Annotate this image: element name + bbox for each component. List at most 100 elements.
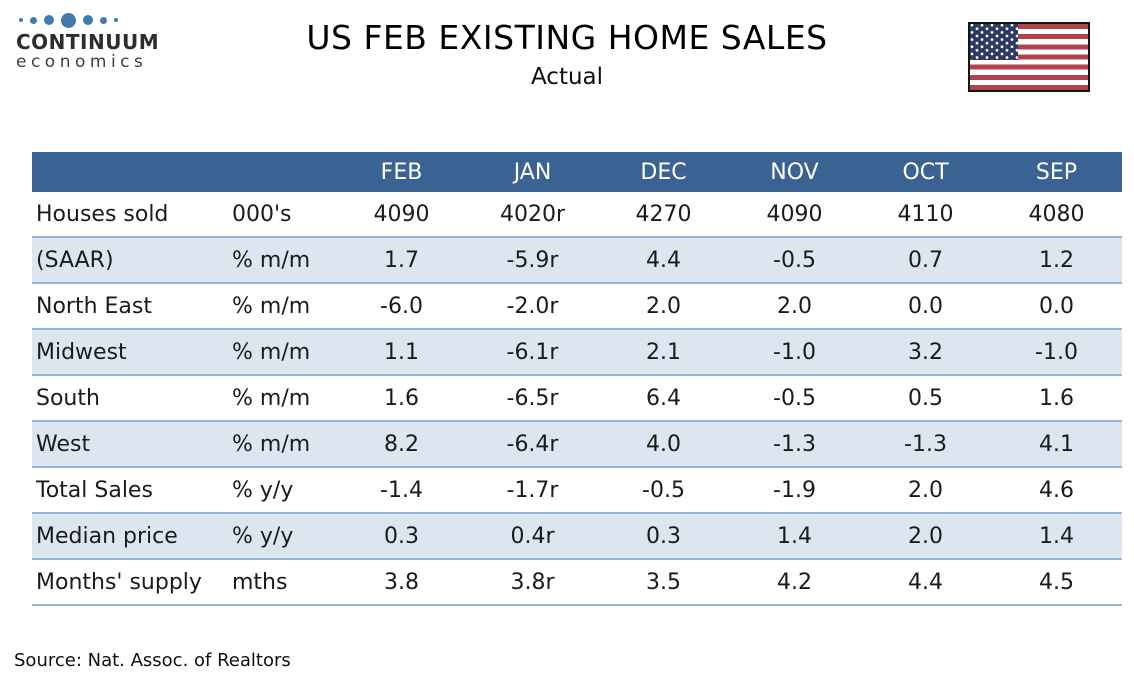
row-unit: 000's [232, 192, 336, 238]
row-label: (SAAR) [32, 237, 232, 284]
cell-value: 2.0 [598, 283, 729, 330]
cell-value: 3.2 [860, 329, 991, 376]
row-label: Houses sold [32, 192, 232, 238]
page-title: US FEB EXISTING HOME SALES [306, 18, 828, 57]
cell-value: -1.9 [729, 467, 860, 514]
cell-value: 4.6 [991, 467, 1122, 514]
cell-value: 0.3 [336, 513, 467, 560]
cell-value: -1.4 [336, 467, 467, 514]
cell-value: 1.7 [336, 237, 467, 284]
cell-value: 1.4 [991, 513, 1122, 560]
cell-value: -5.9r [467, 237, 598, 284]
cell-value: 4.4 [598, 237, 729, 284]
logo-dot [61, 12, 76, 28]
page-subtitle: Actual [530, 64, 604, 90]
cell-value: 2.1 [598, 329, 729, 376]
logo-dot [30, 16, 37, 24]
row-unit: mths [232, 559, 336, 606]
cell-value: 4.5 [991, 559, 1122, 606]
row-label: North East [32, 283, 232, 330]
cell-value: 6.4 [598, 375, 729, 422]
row-unit: % m/m [232, 375, 336, 422]
cell-value: -1.7r [467, 467, 598, 514]
cell-value: 4.0 [598, 421, 729, 468]
table-row: Total Sales % y/y -1.4 -1.7r -0.5 -1.9 2… [32, 467, 1122, 514]
cell-value: -6.1r [467, 329, 598, 376]
column-header-oct: OCT [860, 152, 991, 192]
cell-value: 2.0 [729, 283, 860, 330]
cell-value: -1.0 [729, 329, 860, 376]
cell-value: 3.8 [336, 559, 467, 606]
table-header-row: FEB JAN DEC NOV OCT SEP [32, 152, 1122, 192]
source-note: Source: Nat. Assoc. of Realtors [14, 650, 291, 671]
cell-value: 8.2 [336, 421, 467, 468]
cell-value: 0.0 [860, 283, 991, 330]
cell-value: 4.1 [991, 421, 1122, 468]
row-label: Midwest [32, 329, 232, 376]
table-row: (SAAR) % m/m 1.7 -5.9r 4.4 -0.5 0.7 1.2 [32, 237, 1122, 284]
home-sales-table: FEB JAN DEC NOV OCT SEP Houses sold 000'… [32, 152, 1122, 606]
cell-value: 4.4 [860, 559, 991, 606]
table-row: South % m/m 1.6 -6.5r 6.4 -0.5 0.5 1.6 [32, 375, 1122, 422]
column-header-feb: FEB [336, 152, 467, 192]
cell-value: 4080 [991, 192, 1122, 238]
table-row: Houses sold 000's 4090 4020r 4270 4090 4… [32, 192, 1122, 238]
continuum-economics-logo: CONTINUUM economics [16, 12, 159, 73]
cell-value: 1.4 [729, 513, 860, 560]
cell-value: -6.5r [467, 375, 598, 422]
cell-value: 4110 [860, 192, 991, 238]
cell-value: -1.3 [860, 421, 991, 468]
cell-value: 4.2 [729, 559, 860, 606]
cell-value: -0.5 [729, 237, 860, 284]
table-row: Midwest % m/m 1.1 -6.1r 2.1 -1.0 3.2 -1.… [32, 329, 1122, 376]
cell-value: 0.4r [467, 513, 598, 560]
cell-value: 2.0 [860, 513, 991, 560]
cell-value: 2.0 [860, 467, 991, 514]
cell-value: 0.7 [860, 237, 991, 284]
title-block: US FEB EXISTING HOME SALES Actual [140, 18, 994, 90]
column-header-sep: SEP [991, 152, 1122, 192]
column-header-nov: NOV [729, 152, 860, 192]
header-spacer [32, 152, 232, 192]
cell-value: 1.1 [336, 329, 467, 376]
cell-value: 1.6 [991, 375, 1122, 422]
cell-value: 3.5 [598, 559, 729, 606]
logo-tagline: economics [16, 52, 148, 72]
cell-value: -0.5 [598, 467, 729, 514]
cell-value: 1.2 [991, 237, 1122, 284]
logo-dot [100, 16, 107, 24]
cell-value: 4090 [336, 192, 467, 238]
row-label: Total Sales [32, 467, 232, 514]
table-row: Months' supply mths 3.8 3.8r 3.5 4.2 4.4… [32, 559, 1122, 606]
cell-value: 0.5 [860, 375, 991, 422]
row-label: Months' supply [32, 559, 232, 606]
logo-dot [114, 18, 118, 22]
row-label: Median price [32, 513, 232, 560]
cell-value: -0.5 [729, 375, 860, 422]
us-flag-icon [968, 22, 1090, 92]
row-unit: % y/y [232, 513, 336, 560]
row-unit: % m/m [232, 329, 336, 376]
cell-value: -1.3 [729, 421, 860, 468]
column-header-jan: JAN [467, 152, 598, 192]
cell-value: 3.8r [467, 559, 598, 606]
cell-value: -6.4r [467, 421, 598, 468]
table-row: North East % m/m -6.0 -2.0r 2.0 2.0 0.0 … [32, 283, 1122, 330]
logo-dots-icon [19, 12, 159, 28]
cell-value: -2.0r [467, 283, 598, 330]
cell-value: 1.6 [336, 375, 467, 422]
table-row: Median price % y/y 0.3 0.4r 0.3 1.4 2.0 … [32, 513, 1122, 560]
logo-name: CONTINUUM [16, 30, 160, 54]
table-row: West % m/m 8.2 -6.4r 4.0 -1.3 -1.3 4.1 [32, 421, 1122, 468]
us-flag-canton [970, 24, 1019, 60]
row-unit: % m/m [232, 421, 336, 468]
logo-dot [19, 18, 23, 22]
row-label: West [32, 421, 232, 468]
header-spacer [232, 152, 336, 192]
cell-value: 4270 [598, 192, 729, 238]
cell-value: 0.3 [598, 513, 729, 560]
cell-value: 4020r [467, 192, 598, 238]
row-label: South [32, 375, 232, 422]
cell-value: -6.0 [336, 283, 467, 330]
